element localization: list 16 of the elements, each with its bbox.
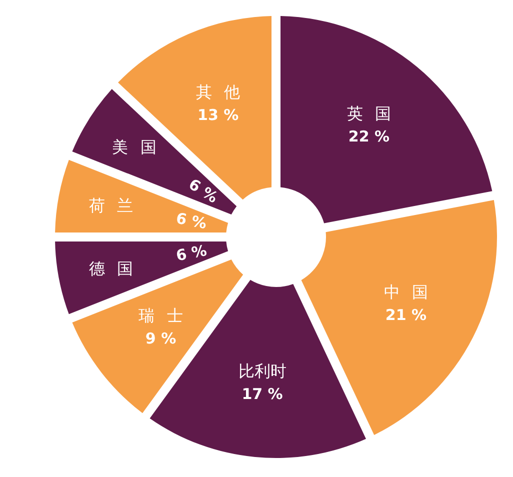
slice-label: 中 国 xyxy=(384,282,428,302)
slice-label: 美 国 xyxy=(112,138,156,157)
slice-label: 荷 兰 xyxy=(88,196,134,216)
data-label: 6 % xyxy=(174,241,208,265)
slice-label: 瑞 士 xyxy=(138,306,183,325)
slice-label: 德 国 xyxy=(88,258,134,278)
slice-label: 比利时 xyxy=(238,362,286,381)
data-label: 6 % xyxy=(174,209,208,233)
data-label: 13 % xyxy=(198,106,239,124)
slice-label: 其 他 xyxy=(196,82,240,102)
data-label: 22 % xyxy=(348,128,390,146)
data-label: 6 % xyxy=(185,174,222,207)
data-label: 21 % xyxy=(385,306,427,324)
data-label: 17 % xyxy=(242,385,283,404)
slice-label: 英 国 xyxy=(346,104,392,124)
data-label: 9 % xyxy=(145,329,176,348)
